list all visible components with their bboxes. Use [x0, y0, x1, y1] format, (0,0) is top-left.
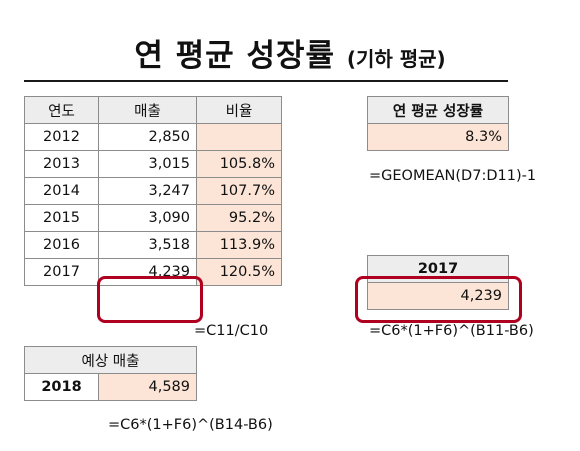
highlight-2017-sales — [97, 276, 203, 323]
cell-ratio[interactable]: 113.9% — [196, 231, 282, 259]
page-title: 연 평균 성장률 (기하 평균) — [0, 30, 580, 75]
cell-sales[interactable]: 3,015 — [98, 150, 197, 178]
table-row: 2017 4,239 120.5% — [24, 258, 282, 286]
cagr-header[interactable]: 연 평균 성장률 — [367, 96, 509, 124]
title-underline — [24, 80, 508, 82]
cell-year[interactable]: 2012 — [24, 123, 99, 151]
cell-sales[interactable]: 4,239 — [98, 258, 197, 286]
cell-ratio[interactable]: 95.2% — [196, 204, 282, 232]
cell-ratio[interactable]: 107.7% — [196, 177, 282, 205]
cell-year[interactable]: 2015 — [24, 204, 99, 232]
cell-sales[interactable]: 3,518 — [98, 231, 197, 259]
table-row: 2014 3,247 107.7% — [24, 177, 282, 205]
header-year[interactable]: 연도 — [24, 96, 99, 124]
cell-ratio[interactable] — [196, 123, 282, 151]
header-sales[interactable]: 매출 — [98, 96, 197, 124]
cagr-formula: =GEOMEAN(D7:D11)-1 — [369, 168, 537, 184]
cagr-value[interactable]: 8.3% — [367, 123, 509, 151]
table-row: 2015 3,090 95.2% — [24, 204, 282, 232]
header-ratio[interactable]: 비율 — [196, 96, 282, 124]
forecast-year[interactable]: 2018 — [24, 373, 99, 401]
cell-ratio[interactable]: 120.5% — [196, 258, 282, 286]
table-row: 2016 3,518 113.9% — [24, 231, 282, 259]
cell-year[interactable]: 2014 — [24, 177, 99, 205]
sales-table: 연도 매출 비율 2012 2,850 2013 3,015 105.8% 20… — [24, 96, 282, 286]
table-header-row: 연도 매출 비율 — [24, 96, 282, 124]
ratio-formula: =C11/C10 — [194, 323, 269, 339]
cell-year[interactable]: 2016 — [24, 231, 99, 259]
forecast-formula: =C6*(1+F6)^(B14-B6) — [108, 417, 273, 433]
cagr-table: 연 평균 성장률 8.3% — [367, 96, 509, 151]
cell-sales[interactable]: 2,850 — [98, 123, 197, 151]
forecast-table: 예상 매출 2018 4,589 — [24, 346, 197, 401]
table-row: 2013 3,015 105.8% — [24, 150, 282, 178]
check-value[interactable]: 4,239 — [367, 282, 509, 310]
cell-sales[interactable]: 3,247 — [98, 177, 197, 205]
forecast-value[interactable]: 4,589 — [98, 373, 197, 401]
title-main: 연 평균 성장률 — [134, 38, 336, 74]
title-subtitle: (기하 평균) — [346, 47, 446, 71]
table-row: 2012 2,850 — [24, 123, 282, 151]
forecast-header[interactable]: 예상 매출 — [24, 346, 197, 374]
cell-year[interactable]: 2017 — [24, 258, 99, 286]
highlight-2017-check — [355, 276, 522, 323]
cell-year[interactable]: 2013 — [24, 150, 99, 178]
cell-sales[interactable]: 3,090 — [98, 204, 197, 232]
cell-ratio[interactable]: 105.8% — [196, 150, 282, 178]
check-formula: =C6*(1+F6)^(B11-B6) — [369, 323, 534, 339]
